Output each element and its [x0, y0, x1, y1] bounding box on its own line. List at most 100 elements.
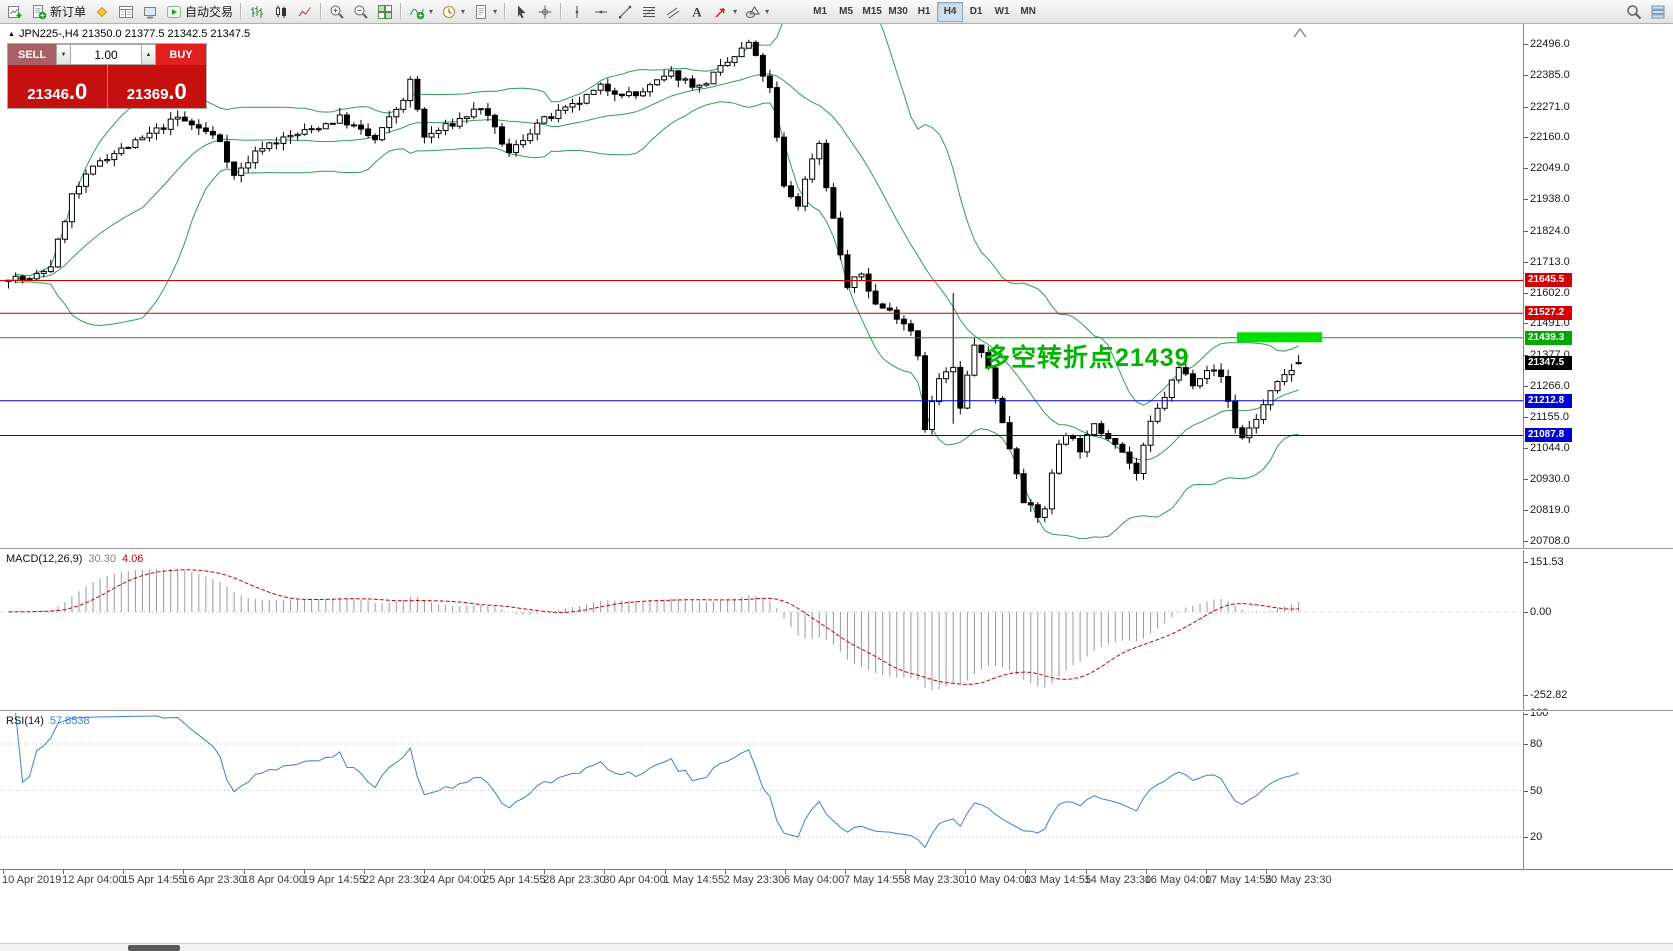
price-level-lines[interactable]	[0, 280, 1523, 436]
candles[interactable]	[5, 39, 1302, 523]
timeframe-m1-button[interactable]: M1	[813, 6, 828, 17]
macd-name: MACD(12,26,9)	[6, 553, 83, 565]
volume-input[interactable]: 1.00	[71, 44, 141, 65]
terminal-button[interactable]	[138, 1, 162, 23]
time-label: 18 Apr 04:00	[242, 874, 305, 886]
horizontal-scrollbar[interactable]	[0, 943, 1673, 951]
timeframe-m30-button[interactable]: M30	[888, 6, 908, 17]
tile-windows-icon	[377, 4, 393, 20]
time-label: 17 May 14:55	[1204, 874, 1272, 886]
indicators-button[interactable]: ▾	[405, 1, 437, 23]
scale-tick	[1524, 168, 1528, 170]
chart-list-icon	[1650, 4, 1666, 20]
price-scale[interactable]: 22496.0 22385.0 22271.0 22160.0 22049.0 21938…	[1523, 24, 1673, 869]
vertical-line-button[interactable]	[565, 1, 589, 23]
volume-increase-button[interactable]: ▲	[141, 44, 156, 65]
horizontal-line-button[interactable]	[589, 1, 613, 23]
price-tick-label: 21491.0	[1530, 317, 1570, 330]
channels-button[interactable]	[661, 1, 685, 23]
macd-tick-label: 0.00	[1530, 606, 1552, 618]
volume-decrease-button[interactable]: ▼	[56, 44, 71, 65]
price-tick-label: 20930.0	[1530, 473, 1570, 486]
macd-chart[interactable]	[0, 550, 1523, 710]
market-watch-button[interactable]	[90, 1, 114, 23]
scale-tick	[1524, 44, 1528, 46]
scrollbar-thumb[interactable]	[128, 945, 180, 951]
main-chart[interactable]	[0, 0, 1523, 548]
toolbar-separator	[320, 3, 323, 20]
text-button[interactable]: A	[685, 1, 709, 23]
buy-price-button[interactable]: 21369.0	[107, 65, 206, 108]
sell-price-main: 21346	[27, 86, 69, 103]
timeframe-mn-button[interactable]: MN	[1020, 6, 1036, 17]
timeframe-w1-button[interactable]: W1	[994, 6, 1010, 17]
timeframe-m5-button[interactable]: M5	[839, 6, 854, 17]
trendline-button[interactable]	[613, 1, 637, 23]
data-window-button[interactable]	[114, 1, 138, 23]
toolbar-separator	[400, 3, 403, 20]
time-tick	[3, 870, 4, 874]
zoom-out-button[interactable]	[349, 1, 373, 23]
time-tick	[1145, 870, 1147, 874]
price-tick-label: 21044.0	[1530, 441, 1570, 454]
price-tick-label: 21266.0	[1530, 379, 1570, 392]
price-tick-label: 22496.0	[1530, 38, 1570, 51]
objects-icon	[745, 4, 761, 20]
macd-tick-label: -252.82	[1530, 689, 1568, 702]
timeframe-d1-button[interactable]: D1	[969, 6, 983, 17]
scale-tick	[1524, 261, 1528, 263]
buy-price-frac: .0	[168, 79, 187, 105]
pivot-annotation[interactable]: 多空转折点21439	[985, 344, 1190, 372]
time-tick	[423, 870, 425, 874]
highlight-zone[interactable]	[1237, 332, 1322, 343]
new-chart-button[interactable]	[3, 1, 27, 23]
zoom-in-button[interactable]	[325, 1, 349, 23]
candlestick-button[interactable]	[269, 1, 293, 23]
time-axis[interactable]: 10 Apr 2019 12 Apr 04:00 15 Apr 14:55 16 Ap…	[0, 869, 1673, 886]
sell-price-button[interactable]: 21346.0	[8, 65, 108, 108]
rsi-value: 57.8538	[49, 715, 90, 727]
macd-signal-line	[8, 569, 1299, 685]
time-label: 2 May 23:30	[723, 874, 785, 886]
chart-list-button[interactable]	[1646, 1, 1670, 23]
panel-separator-rsi[interactable]	[0, 710, 1673, 712]
bar-chart-icon	[249, 4, 265, 20]
crosshair-button[interactable]	[533, 1, 557, 23]
scale-tick	[1524, 510, 1528, 512]
resistance-line-badge: 21645.5	[1525, 273, 1572, 288]
templates-button[interactable]: ▾	[469, 1, 501, 23]
zoom-out-icon	[353, 4, 369, 20]
panel-separator-macd[interactable]	[0, 548, 1673, 550]
price-tick-label: 20819.0	[1530, 504, 1570, 517]
periods-button[interactable]: ▾	[437, 1, 469, 23]
timeframe-m15-button[interactable]: M15	[862, 6, 882, 17]
autotrade-button[interactable]: 自动交易	[162, 1, 237, 23]
fibonacci-button[interactable]	[637, 1, 661, 23]
timeframe-h4-button[interactable]: H4	[937, 1, 964, 22]
sell-button[interactable]: SELL	[8, 44, 56, 65]
buy-button[interactable]: BUY	[156, 44, 206, 65]
toolbar-right-buttons	[1622, 0, 1670, 24]
search-button[interactable]	[1622, 1, 1646, 23]
time-tick	[604, 870, 606, 874]
arrows-button[interactable]: ▾	[709, 1, 741, 23]
rsi-chart[interactable]	[0, 712, 1523, 869]
scale-tick	[1524, 837, 1528, 838]
cursor-button[interactable]	[509, 1, 533, 23]
horizontal-line-icon	[593, 4, 609, 20]
line-chart-button[interactable]	[293, 1, 317, 23]
objects-button[interactable]: ▾	[741, 1, 773, 23]
scale-tick	[1524, 385, 1528, 387]
macd-main-value: 30.30	[88, 553, 116, 565]
bar-chart-button[interactable]	[245, 1, 269, 23]
time-label: 8 May 23:30	[904, 874, 965, 886]
sell-price-frac: .0	[68, 79, 88, 105]
new-order-button[interactable]: 新订单	[27, 1, 90, 23]
dropdown-caret-icon: ▾	[493, 7, 498, 16]
price-tick-label: 22385.0	[1530, 68, 1570, 81]
symbol-direction-icon: ▲	[8, 30, 15, 38]
timeframe-h1-button[interactable]: H1	[917, 6, 931, 17]
tile-windows-button[interactable]	[373, 1, 397, 23]
time-tick	[63, 870, 65, 874]
price-tick-label: 21602.0	[1530, 286, 1570, 299]
